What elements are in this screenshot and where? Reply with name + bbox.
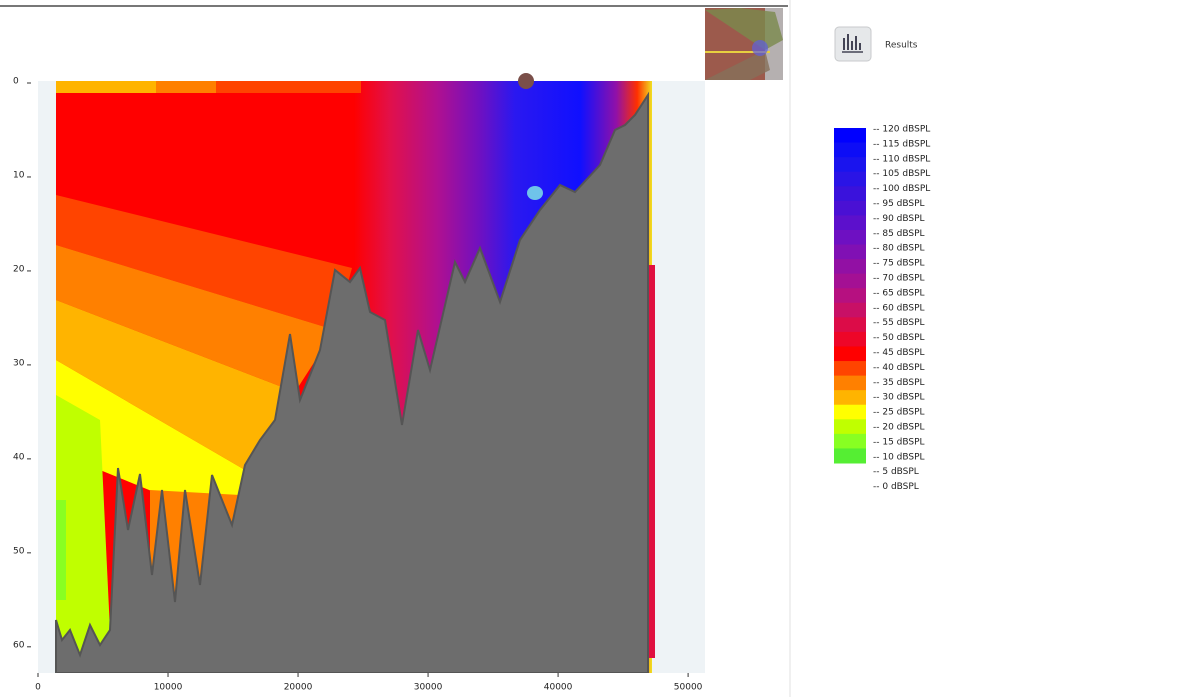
legend-swatch bbox=[834, 390, 866, 406]
y-tick-label: 60 bbox=[13, 640, 25, 650]
legend-label: -- 60 dBSPL bbox=[873, 303, 925, 313]
legend-label: -- 100 dBSPL bbox=[873, 184, 930, 194]
x-tick-label: 10000 bbox=[154, 683, 183, 693]
legend-swatch bbox=[834, 448, 866, 464]
y-tick-label: 0 bbox=[13, 77, 19, 87]
thumbnail[interactable] bbox=[705, 8, 783, 80]
legend-swatch bbox=[834, 331, 866, 347]
legend-swatch bbox=[834, 302, 866, 318]
legend-label: -- 5 dBSPL bbox=[873, 467, 919, 477]
legend-label: -- 35 dBSPL bbox=[873, 378, 925, 388]
legend-label: -- 85 dBSPL bbox=[873, 229, 925, 239]
legend-label: -- 0 dBSPL bbox=[873, 482, 919, 492]
legend-swatch bbox=[834, 128, 866, 144]
legend-label: -- 15 dBSPL bbox=[873, 437, 925, 447]
results-button[interactable] bbox=[834, 26, 872, 62]
heatmap bbox=[55, 81, 655, 673]
legend-label: -- 110 dBSPL bbox=[873, 154, 930, 164]
y-tick-label: 20 bbox=[13, 264, 25, 274]
legend-label: -- 75 dBSPL bbox=[873, 259, 925, 269]
legend-label: -- 95 dBSPL bbox=[873, 199, 925, 209]
legend-label: -- 90 dBSPL bbox=[873, 214, 925, 224]
legend-swatch bbox=[834, 419, 866, 435]
legend-label: -- 45 dBSPL bbox=[873, 348, 925, 358]
legend-label: -- 40 dBSPL bbox=[873, 363, 925, 373]
legend-label: -- 115 dBSPL bbox=[873, 139, 930, 149]
legend-swatch bbox=[834, 171, 866, 187]
legend-swatch bbox=[834, 433, 866, 449]
x-tick-label: 40000 bbox=[544, 683, 573, 693]
legend-swatch bbox=[834, 346, 866, 362]
legend-swatch bbox=[834, 200, 866, 216]
y-tick-label: 30 bbox=[13, 358, 25, 368]
legend-swatch bbox=[834, 361, 866, 377]
legend-label: -- 25 dBSPL bbox=[873, 408, 925, 418]
legend-swatch bbox=[834, 273, 866, 289]
legend-swatch bbox=[834, 157, 866, 173]
legend-swatch bbox=[834, 142, 866, 158]
legend-swatch bbox=[834, 186, 866, 202]
seabed bbox=[55, 91, 649, 673]
legend-label: -- 10 dBSPL bbox=[873, 452, 925, 462]
legend-swatch bbox=[834, 404, 866, 420]
legend-swatch bbox=[834, 375, 866, 391]
legend-label: -- 65 dBSPL bbox=[873, 288, 925, 298]
legend-label: -- 120 dBSPL bbox=[873, 125, 930, 135]
y-tick-label: 10 bbox=[13, 170, 25, 180]
x-tick-label: 50000 bbox=[674, 683, 703, 693]
legend-label: -- 30 dBSPL bbox=[873, 393, 925, 403]
legend-swatch bbox=[834, 288, 866, 304]
legend-swatch bbox=[834, 229, 866, 246]
y-tick-label: 50 bbox=[13, 546, 25, 556]
x-tick-label: 0 bbox=[35, 683, 41, 693]
legend-swatch bbox=[834, 317, 866, 333]
legend-swatch bbox=[834, 259, 866, 275]
legend-label: -- 55 dBSPL bbox=[873, 318, 925, 328]
x-tick-label: 20000 bbox=[284, 683, 313, 693]
legend-swatch bbox=[834, 244, 866, 260]
legend-label: -- 20 dBSPL bbox=[873, 423, 925, 433]
receiver-marker[interactable] bbox=[527, 186, 543, 200]
y-tick-label: 40 bbox=[13, 452, 25, 462]
legend-label: -- 80 dBSPL bbox=[873, 244, 925, 254]
source-marker[interactable] bbox=[518, 73, 534, 89]
x-tick-label: 30000 bbox=[414, 683, 443, 693]
legend-label: -- 70 dBSPL bbox=[873, 274, 925, 284]
legend-label: -- 50 dBSPL bbox=[873, 333, 925, 343]
legend-swatch bbox=[834, 215, 866, 231]
legend-label: -- 105 dBSPL bbox=[873, 169, 930, 179]
results-label[interactable]: Results bbox=[885, 41, 918, 51]
